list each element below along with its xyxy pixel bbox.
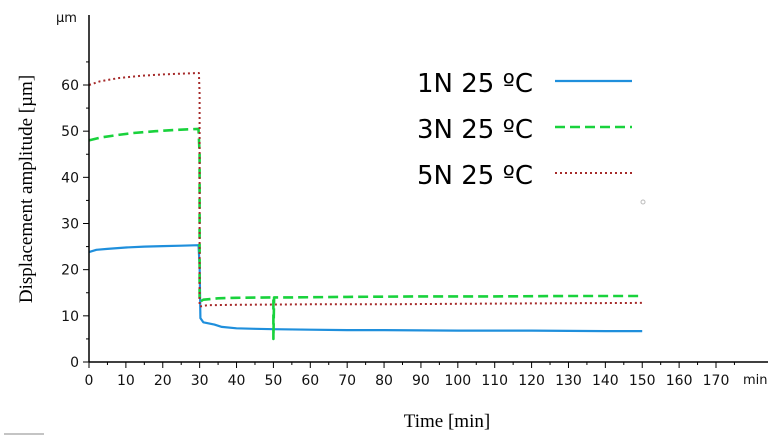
y-tick-label: 40 — [61, 170, 79, 186]
x-tick-label: 70 — [338, 373, 356, 389]
x-tick-label: 130 — [555, 373, 582, 389]
y-tick-label: 10 — [61, 309, 79, 325]
stray-dot-mark — [640, 199, 646, 205]
x-tick-label: 10 — [117, 373, 135, 389]
x-tick-label: 110 — [481, 373, 508, 389]
x-tick-label: 50 — [264, 373, 282, 389]
x-tick-label: 30 — [191, 373, 209, 389]
x-tick-label: 100 — [444, 373, 471, 389]
x-axis-unit: min — [743, 373, 768, 388]
series-line-2 — [88, 127, 643, 341]
x-tick-label: 140 — [592, 373, 619, 389]
x-tick-label: 80 — [375, 373, 393, 389]
y-tick-label: 50 — [61, 124, 79, 140]
series-line-1 — [88, 244, 643, 333]
y-tick-label: 0 — [70, 355, 79, 371]
legend-label-1: 1N 25 ºC — [417, 69, 533, 99]
x-tick-label: 170 — [703, 373, 730, 389]
axes: 0 10 20 30 40 50 60 70 80 90 100 110 120 130 140 150 160… — [61, 15, 768, 389]
legend-label-2: 3N 25 ºC — [417, 115, 533, 145]
legend: 1N 25 ºC 3N 25 ºC 5N 25 ºC — [4, 69, 646, 435]
series-layer — [88, 72, 643, 341]
x-axis-title: Time [min] — [404, 411, 490, 432]
x-tick-label: 60 — [301, 373, 319, 389]
y-axis-unit: µm — [56, 11, 77, 26]
x-tick-label: 0 — [85, 373, 94, 389]
x-tick-label: 40 — [228, 373, 246, 389]
x-tick-label: 150 — [629, 373, 656, 389]
y-axis-title: Displacement amplitude [µm] — [16, 75, 37, 303]
y-tick-label: 30 — [61, 217, 79, 233]
x-tick-label: 20 — [154, 373, 172, 389]
x-tick-label: 120 — [518, 373, 545, 389]
x-tick-label: 90 — [412, 373, 430, 389]
y-tick-label: 20 — [61, 263, 79, 279]
y-tick-label: 60 — [61, 78, 79, 94]
legend-label-3: 5N 25 ºC — [417, 161, 533, 191]
x-tick-label: 160 — [666, 373, 693, 389]
series-line-3 — [88, 72, 643, 308]
